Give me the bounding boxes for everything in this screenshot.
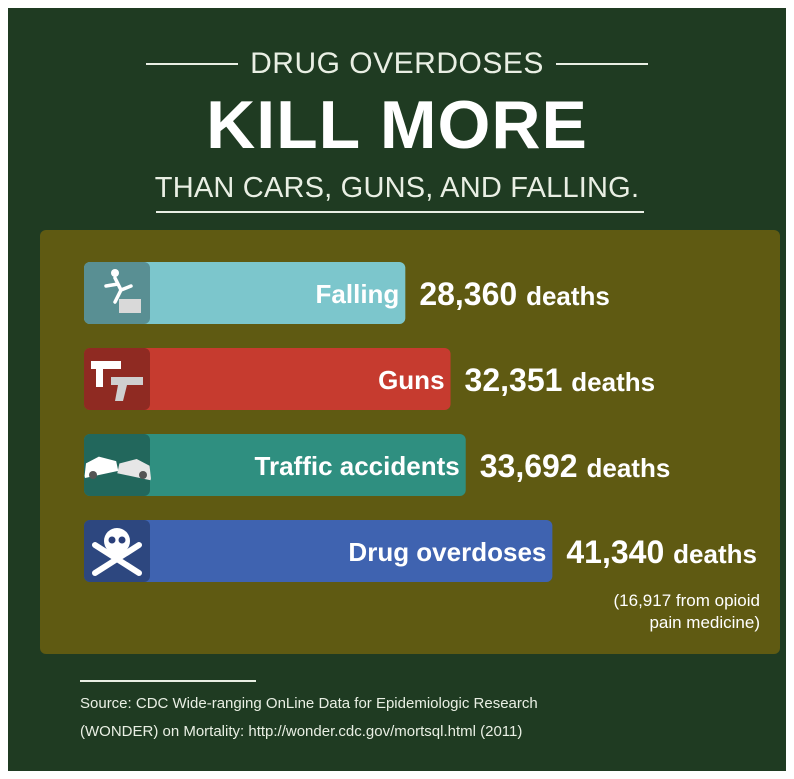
category-label-3: Drug overdoses — [348, 537, 546, 567]
value-label-2: 33,692 deaths — [480, 448, 671, 484]
kicker-row: DRUG OVERDOSES — [8, 46, 786, 82]
bar-3 — [84, 520, 553, 582]
subline: THAN CARS, GUNS, AND FALLING. — [154, 172, 640, 204]
header-divider — [156, 211, 644, 213]
falling-person-icon — [104, 269, 141, 313]
bar-0 — [84, 262, 406, 324]
kicker-text: DRUG OVERDOSES — [250, 47, 544, 80]
category-label-0: Falling — [316, 279, 400, 309]
bar-1 — [84, 348, 451, 410]
category-label-1: Guns — [378, 365, 444, 395]
bar-group-3: Drug overdoses 41,340 deaths — [84, 520, 757, 582]
source-line-1: Source: CDC Wide-ranging OnLine Data for… — [80, 695, 538, 712]
annotation-line-1: (16,917 from opioid — [613, 591, 760, 610]
source-divider — [80, 680, 256, 682]
skull-crossbones-icon — [92, 528, 142, 576]
value-label-0: 28,360 deaths — [419, 276, 610, 312]
bar-group-1: Guns 32,351 deaths — [84, 348, 655, 410]
category-label-2: Traffic accidents — [255, 451, 460, 481]
value-label-3: 41,340 deaths — [566, 534, 757, 570]
annotation-line-2: pain medicine) — [649, 613, 760, 632]
source-text: Source: CDC Wide-ranging OnLine Data for… — [80, 690, 760, 746]
bar-group-2: Traffic accidents 33,692 deaths — [84, 434, 671, 496]
headline: KILL MORE — [206, 87, 588, 163]
car-crash-icon — [84, 456, 151, 481]
value-label-1: 32,351 deaths — [465, 362, 656, 398]
guns-icon — [91, 361, 143, 401]
opioid-annotation: (16,917 from opioid pain medicine) — [530, 590, 760, 634]
source-line-2: (WONDER) on Mortality: http://wonder.cdc… — [80, 723, 523, 740]
kicker-rule-left — [146, 63, 239, 65]
bar-2 — [84, 434, 466, 496]
bar-group-0: Falling 28,360 deaths — [84, 262, 610, 324]
kicker-rule-right — [555, 63, 648, 65]
